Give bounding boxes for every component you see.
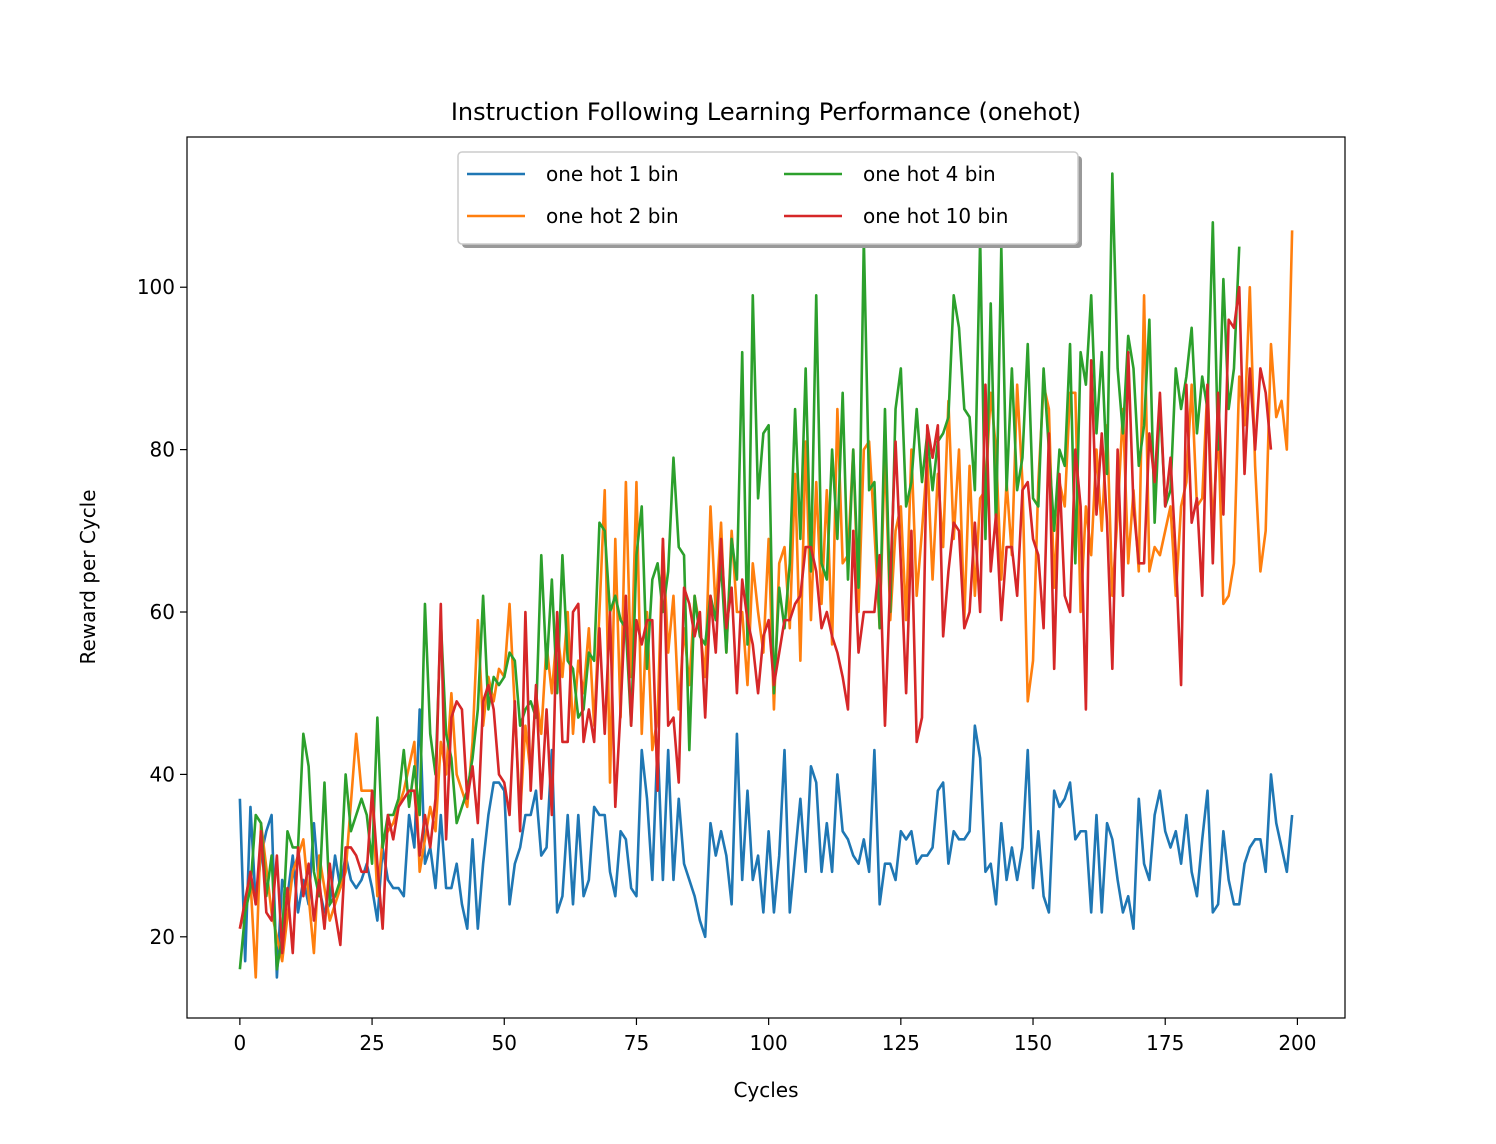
x-tick-label: 150 <box>1014 1031 1052 1055</box>
series-line-3 <box>238 172 1241 971</box>
legend: one hot 1 bin one hot 2 bin one hot 4 bin o… <box>457 151 1082 248</box>
legend-box <box>457 151 1079 245</box>
chart-title: Instruction Following Learning Performan… <box>451 98 1081 126</box>
x-tick-label: 25 <box>359 1031 384 1055</box>
y-tick-label: 60 <box>150 600 175 624</box>
y-axis-label: Reward per Cycle <box>76 489 100 664</box>
series-line-1 <box>238 708 1294 979</box>
series-layer <box>238 172 1294 979</box>
ticks-layer: 0 25 50 75 100 125 150 175 200 20 40 60 80 100 <box>137 275 1317 1055</box>
x-tick-label: 50 <box>492 1031 517 1055</box>
x-tick-label: 125 <box>882 1031 920 1055</box>
x-tick-label: 175 <box>1146 1031 1184 1055</box>
x-tick-label: 0 <box>234 1031 247 1055</box>
plot-frame <box>186 136 1346 1019</box>
x-tick-label: 100 <box>750 1031 788 1055</box>
y-tick-label: 40 <box>150 762 175 786</box>
legend-entries: one hot 1 bin one hot 2 bin one hot 4 bin o… <box>467 162 1008 228</box>
y-tick-label: 20 <box>150 925 175 949</box>
legend-label: one hot 10 bin <box>863 204 1008 228</box>
x-axis-label: Cycles <box>733 1078 798 1102</box>
legend-label: one hot 2 bin <box>546 204 679 228</box>
legend-label: one hot 4 bin <box>863 162 996 186</box>
x-tick-label: 75 <box>624 1031 649 1055</box>
y-tick-label: 100 <box>137 275 175 299</box>
x-tick-label: 200 <box>1278 1031 1316 1055</box>
y-tick-label: 80 <box>150 438 175 462</box>
series-line-4 <box>238 285 1273 955</box>
legend-label: one hot 1 bin <box>546 162 679 186</box>
